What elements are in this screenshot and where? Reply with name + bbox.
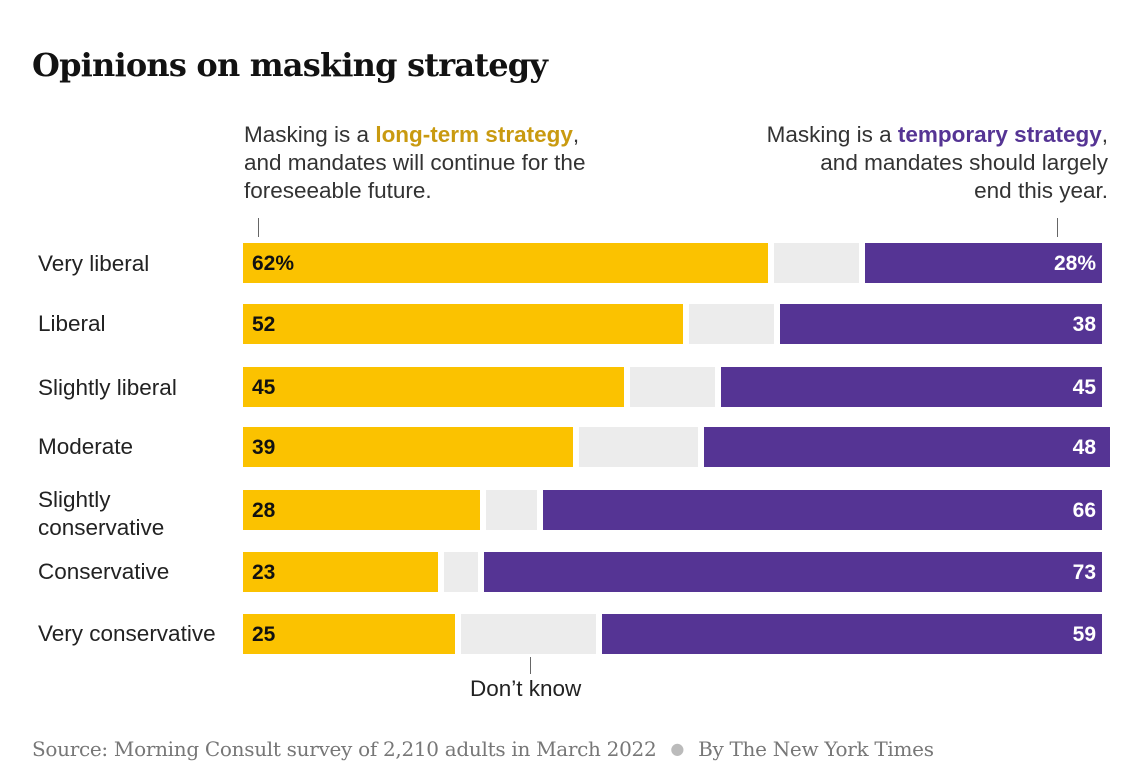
value-label-long-term: 25: [252, 623, 276, 646]
category-label: Slightly liberal: [38, 375, 177, 400]
value-label-long-term: 45: [252, 376, 276, 399]
annotation-long-term-line3: foreseeable future.: [244, 178, 432, 203]
bar-dont-know: [689, 304, 775, 344]
bar-temporary: [780, 304, 1102, 344]
source-text: Source: Morning Consult survey of 2,210 …: [32, 737, 657, 761]
value-label-temporary: 28%: [1053, 252, 1096, 275]
category-label: Conservative: [38, 559, 170, 584]
bar-dont-know: [579, 427, 698, 467]
separator-dot: ●: [670, 739, 685, 758]
source-line: Source: Morning Consult survey of 2,210 …: [32, 737, 934, 761]
annotation-left-tick: [258, 218, 259, 237]
dont-know-label: Don’t know: [470, 676, 582, 701]
bar-long-term: [243, 304, 684, 344]
bar-temporary: [602, 614, 1102, 654]
bar-temporary: [864, 243, 1102, 283]
byline: By The New York Times: [698, 737, 934, 761]
annotation-long-term-line2: and mandates will continue for the: [244, 150, 586, 175]
annotation-temporary-suffix: ,: [1101, 122, 1108, 147]
value-label-temporary: 38: [1072, 313, 1096, 336]
dont-know-tick: [530, 657, 531, 674]
value-label-long-term: 52: [252, 313, 276, 336]
bar-long-term: [243, 552, 438, 592]
value-label-temporary: 59: [1072, 623, 1096, 646]
bar-long-term: [243, 614, 455, 654]
bar-dont-know: [630, 367, 715, 407]
bar-dont-know: [443, 552, 478, 592]
value-label-long-term: 28: [252, 499, 276, 522]
annotation-temporary-prefix: Masking is a: [766, 122, 898, 147]
category-label: Slightly conservative: [38, 487, 165, 540]
bar-dont-know: [774, 243, 859, 283]
bar-long-term: [243, 243, 769, 283]
category-label: Moderate: [38, 434, 134, 459]
annotation-temporary-line2: and mandates should largely: [820, 150, 1108, 175]
annotation-temporary-highlight: temporary strategy: [897, 122, 1102, 147]
bar-long-term: [243, 490, 481, 530]
annotation-long-term-highlight: long-term strategy: [375, 122, 573, 147]
bar-long-term: [243, 367, 625, 407]
category-label: Very conservative: [38, 621, 216, 646]
category-label: Liberal: [38, 311, 106, 336]
value-label-long-term: 39: [252, 436, 276, 459]
value-label-long-term: 23: [252, 561, 276, 584]
bar-temporary: [542, 490, 1102, 530]
category-label: Very liberal: [38, 251, 150, 276]
annotation-right-tick: [1057, 218, 1058, 237]
value-label-temporary: 45: [1072, 376, 1096, 399]
annotation-long-term-suffix: ,: [572, 122, 580, 147]
annotation-long-term-prefix: Masking is a: [244, 122, 376, 147]
bar-temporary: [703, 427, 1111, 467]
value-label-temporary: 48: [1072, 436, 1096, 459]
annotation-temporary-line3: end this year.: [974, 178, 1108, 203]
bar-temporary: [720, 367, 1102, 407]
annotation-temporary: Masking is a temporary strategy, and man…: [688, 121, 1108, 205]
bar-temporary: [483, 552, 1102, 592]
bar-dont-know: [486, 490, 537, 530]
value-label-temporary: 73: [1072, 561, 1096, 584]
annotation-long-term: Masking is a long-term strategy, and man…: [244, 121, 664, 205]
bar-long-term: [243, 427, 574, 467]
value-label-long-term: 62%: [252, 252, 295, 275]
bar-dont-know: [460, 614, 597, 654]
value-label-temporary: 66: [1072, 499, 1096, 522]
chart-title: Opinions on masking strategy: [32, 46, 548, 84]
